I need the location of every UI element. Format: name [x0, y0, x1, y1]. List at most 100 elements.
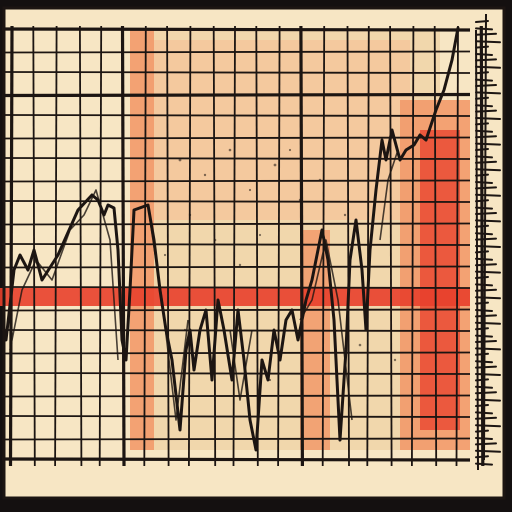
tick-mark: [475, 340, 497, 343]
tick-mark: [475, 309, 493, 312]
tick-mark: [475, 135, 497, 139]
grid-horizontal-line: [1, 394, 471, 398]
grid-vertical-line: [32, 25, 36, 467]
tick-mark: [475, 352, 489, 356]
grid-vertical-line: [321, 25, 326, 467]
tick-mark: [475, 263, 497, 267]
right-edge-tick-marks: [475, 20, 501, 466]
grid-vertical-line: [166, 25, 170, 467]
tick-mark: [475, 250, 489, 254]
tick-mark: [475, 442, 497, 446]
grid-horizontal-line: [1, 157, 471, 160]
tick-mark: [475, 449, 501, 453]
grid-vertical-line: [54, 25, 58, 467]
tick-mark: [475, 455, 489, 459]
grid-vertical-line: [79, 25, 83, 467]
grid-vertical-line: [232, 25, 236, 467]
tick-mark: [475, 71, 489, 75]
grid-vertical-line: [98, 25, 103, 467]
grid-horizontal-line: [1, 457, 471, 462]
tick-mark: [475, 288, 497, 292]
tick-mark: [475, 78, 493, 82]
red-column: [420, 130, 460, 430]
tick-mark: [475, 424, 501, 428]
tick-mark: [475, 53, 493, 56]
tick-mark: [475, 347, 501, 351]
tick-mark: [475, 168, 501, 172]
tick-mark: [475, 65, 501, 69]
tick-mark: [475, 283, 493, 287]
tick-mark: [475, 398, 501, 402]
grid-horizontal-line: [1, 27, 471, 32]
tick-mark: [475, 334, 493, 338]
tick-mark: [475, 276, 489, 279]
tick-mark: [475, 224, 489, 228]
tick-mark: [475, 437, 493, 440]
tick-mark: [475, 416, 497, 420]
tick-mark: [475, 20, 489, 23]
tick-mark: [475, 117, 501, 120]
tick-mark: [475, 40, 501, 44]
tick-mark: [475, 206, 493, 210]
tick-mark: [475, 199, 489, 203]
sketchy-strokes: [475, 13, 487, 471]
grid-vertical-line: [212, 25, 217, 467]
tick-mark: [475, 27, 493, 31]
tick-mark: [475, 411, 493, 415]
grid-vertical-line: [299, 25, 304, 467]
tick-mark: [475, 129, 493, 133]
tick-mark: [475, 462, 493, 466]
tick-mark: [475, 84, 497, 87]
grid-horizontal-line: [1, 243, 471, 246]
tick-mark: [475, 385, 493, 389]
tick-mark: [475, 160, 497, 164]
tick-mark: [475, 237, 497, 241]
grid-vertical-line: [389, 25, 393, 467]
tick-mark: [475, 186, 497, 190]
grid-vertical-line: [455, 25, 459, 467]
grid-horizontal-line: [1, 50, 471, 54]
tick-mark: [475, 91, 501, 95]
tick-mark: [475, 173, 489, 177]
inner-border: [2, 6, 506, 500]
grid-horizontal-line: [1, 308, 471, 312]
tick-mark: [475, 32, 497, 36]
tick-mark: [475, 245, 501, 248]
tick-mark: [475, 58, 497, 62]
grid-horizontal-line: [1, 415, 471, 418]
tick-mark: [475, 155, 493, 159]
grid-horizontal-line: [1, 71, 471, 74]
tick-mark: [475, 301, 489, 305]
tick-mark: [475, 212, 497, 215]
ink-splatter: [163, 148, 397, 382]
grid-horizontal-line: [1, 92, 471, 98]
tick-mark: [475, 365, 497, 369]
tick-mark: [475, 378, 489, 382]
grid-vertical-line: [143, 25, 147, 467]
tick-mark: [475, 296, 501, 300]
tick-mark: [475, 122, 489, 126]
tick-mark: [475, 391, 497, 395]
tick-mark: [475, 360, 493, 364]
secondary-line-trace: [9, 149, 399, 421]
grid-vertical-line: [433, 25, 438, 467]
grid-horizontal-line: [1, 200, 471, 203]
tick-mark: [475, 373, 501, 376]
tick-mark: [475, 96, 489, 100]
tick-mark: [475, 327, 489, 331]
tick-mark: [475, 404, 489, 407]
grid-horizontal-line: [1, 286, 471, 289]
grid-vertical-line: [410, 25, 415, 467]
tick-mark: [475, 270, 501, 274]
tick-mark: [475, 181, 493, 184]
grid-horizontal-line: [1, 179, 471, 183]
tick-mark: [475, 109, 497, 113]
tick-mark: [475, 45, 489, 49]
tick-mark: [475, 193, 501, 197]
tick-mark: [475, 148, 489, 151]
grid-vertical-line: [187, 25, 192, 467]
tick-mark: [475, 257, 493, 261]
grid-horizontal-line: [1, 265, 471, 269]
grid-vertical-line: [366, 25, 370, 467]
grid-horizontal-line: [1, 351, 471, 355]
